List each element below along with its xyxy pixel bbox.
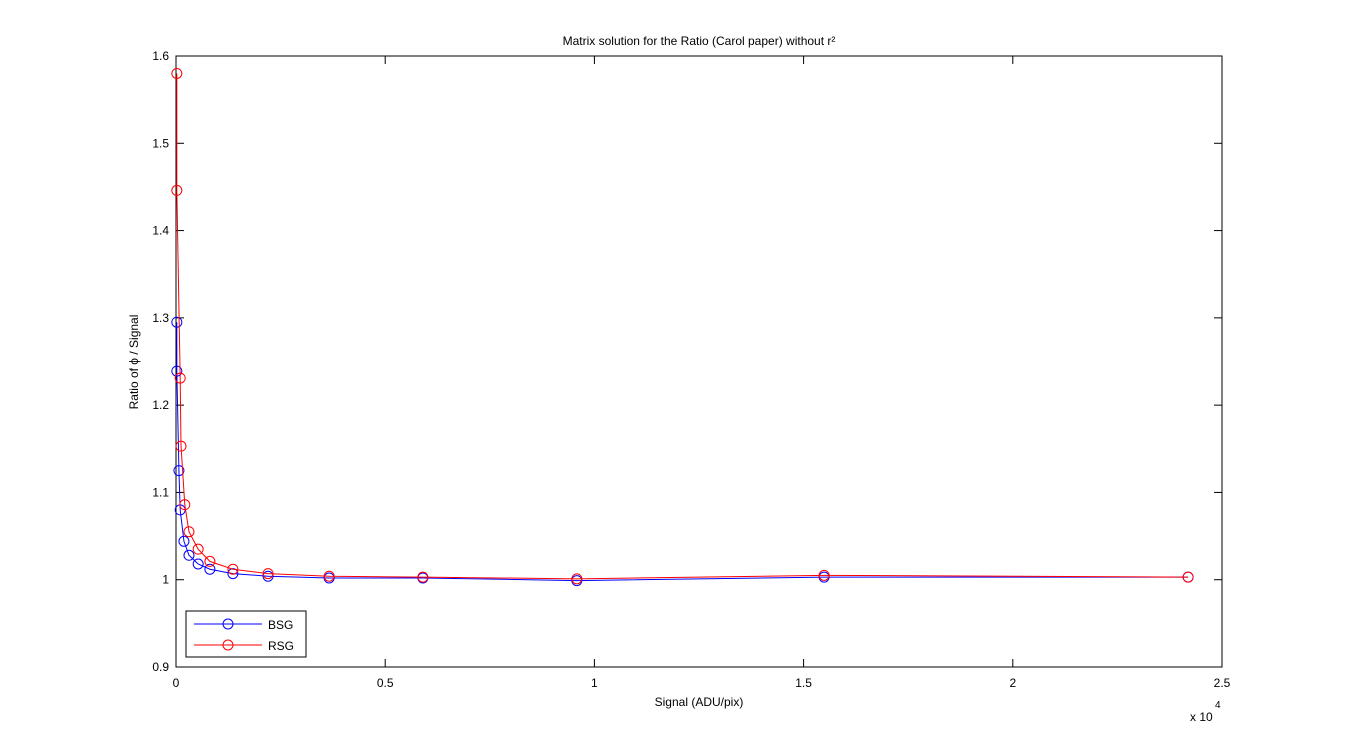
data-point — [1182, 571, 1194, 583]
y-tick-label: 1.2 — [152, 398, 169, 412]
legend-label: RSG — [268, 639, 294, 653]
x-tick-label: 0.5 — [377, 676, 394, 690]
data-point — [171, 365, 183, 377]
data-point — [417, 571, 429, 583]
plot-area — [175, 55, 1223, 668]
data-point — [171, 316, 183, 328]
legend-box — [185, 610, 307, 658]
data-point — [818, 569, 830, 581]
data-point — [173, 465, 185, 477]
y-axis-label: Ratio of ϕ / Signal — [127, 315, 141, 410]
y-tick-label: 1.1 — [152, 485, 169, 499]
data-point — [204, 555, 216, 567]
x-tick-label: 2 — [1009, 676, 1016, 690]
data-point — [183, 526, 195, 538]
x-multiplier: x 10 — [1190, 710, 1213, 724]
data-point — [179, 499, 191, 511]
x-tick-label: 1 — [591, 676, 598, 690]
x-multiplier-exponent: 4 — [1215, 700, 1221, 711]
y-tick-label: 1 — [162, 573, 169, 587]
data-point — [192, 543, 204, 555]
legend-marker — [222, 618, 234, 630]
data-point — [227, 568, 239, 580]
data-point — [262, 568, 274, 580]
y-tick-label: 1.4 — [152, 224, 169, 238]
legend-label: BSG — [268, 618, 293, 632]
data-point — [323, 570, 335, 582]
legend-marker — [222, 639, 234, 651]
data-point — [571, 573, 583, 585]
series-line — [176, 73, 1189, 580]
y-tick-label: 1.3 — [152, 311, 169, 325]
data-point — [192, 558, 204, 570]
data-point — [174, 372, 186, 384]
data-point — [262, 570, 274, 582]
data-point — [171, 184, 183, 196]
series-line — [176, 322, 1189, 582]
data-point — [227, 563, 239, 575]
x-tick-label: 2.5 — [1214, 676, 1231, 690]
data-point — [178, 535, 190, 547]
x-axis-label: Signal (ADU/pix) — [655, 695, 744, 709]
data-point — [183, 549, 195, 561]
data-point — [175, 440, 187, 452]
y-tick-label: 1.5 — [152, 136, 169, 150]
x-tick-label: 1.5 — [795, 676, 812, 690]
data-point — [204, 563, 216, 575]
y-tick-label: 0.9 — [152, 660, 169, 674]
chart-title: Matrix solution for the Ratio (Carol pap… — [563, 34, 836, 48]
x-tick-label: 0 — [173, 676, 180, 690]
y-tick-label: 1.6 — [152, 49, 169, 63]
data-point — [171, 67, 183, 79]
